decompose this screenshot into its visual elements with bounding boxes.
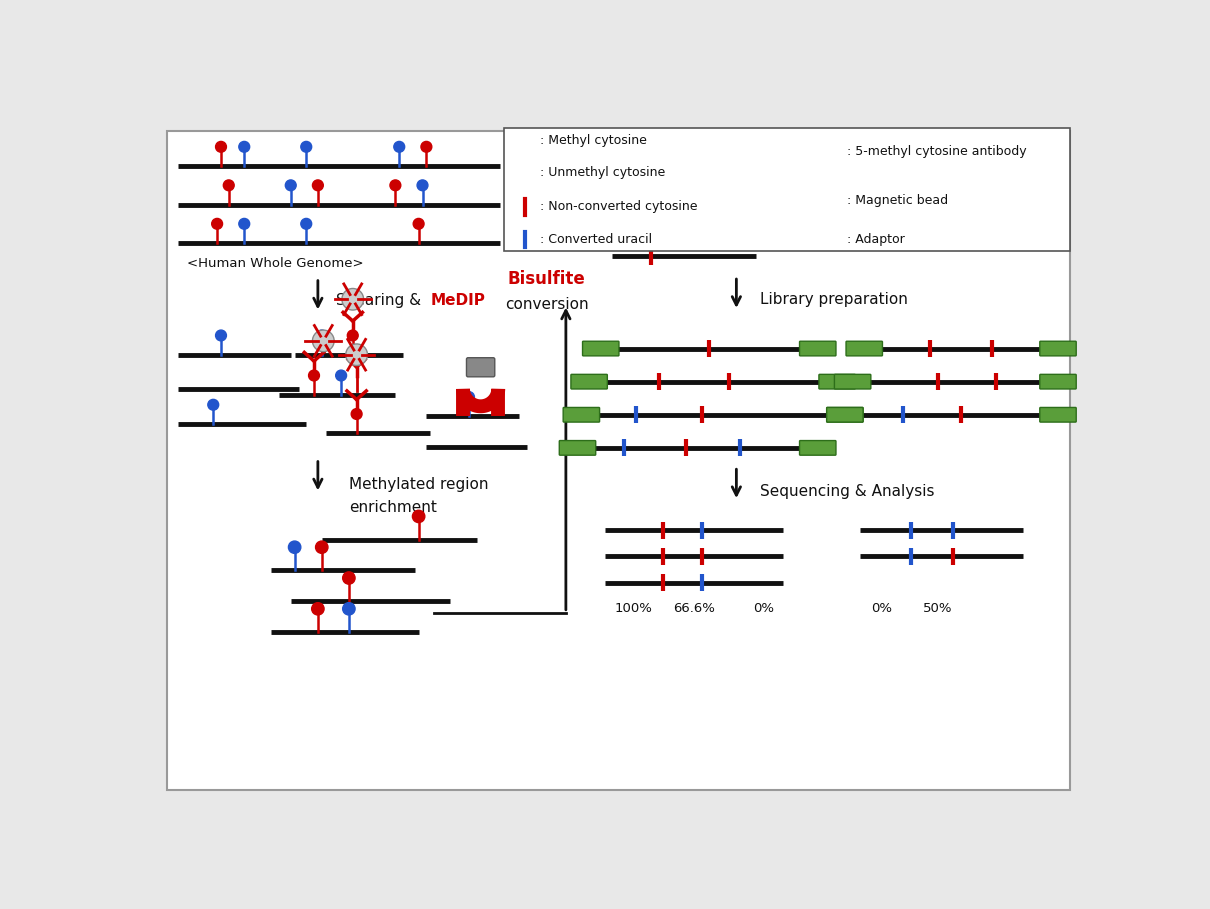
Text: 50%: 50% [923,603,952,615]
Circle shape [351,409,362,419]
Text: Sequencing & Analysis: Sequencing & Analysis [760,484,934,499]
Circle shape [212,218,223,229]
Text: Methylated region: Methylated region [348,476,489,492]
Circle shape [301,218,312,229]
Circle shape [342,288,363,310]
FancyBboxPatch shape [835,375,871,389]
Circle shape [316,541,328,554]
Circle shape [817,192,834,209]
Circle shape [312,603,324,615]
Circle shape [312,180,323,191]
FancyBboxPatch shape [1039,375,1076,389]
FancyBboxPatch shape [1039,341,1076,355]
Text: Library preparation: Library preparation [760,292,908,306]
FancyBboxPatch shape [800,441,836,455]
Circle shape [417,180,428,191]
Text: : Non-converted cytosine: : Non-converted cytosine [541,200,698,214]
Circle shape [208,399,219,410]
Circle shape [342,603,355,615]
Text: Bisulfite: Bisulfite [508,270,586,288]
Text: : Magnetic bead: : Magnetic bead [847,195,949,207]
Circle shape [393,142,404,152]
Circle shape [215,330,226,341]
Circle shape [346,344,368,365]
Circle shape [390,180,401,191]
FancyBboxPatch shape [819,375,855,389]
Circle shape [301,142,312,152]
Circle shape [224,180,235,191]
FancyBboxPatch shape [503,127,1070,251]
Circle shape [520,132,529,141]
Circle shape [520,163,529,172]
Text: : Adaptor: : Adaptor [847,233,905,245]
Circle shape [288,541,301,554]
Circle shape [413,510,425,523]
Circle shape [309,370,319,381]
Circle shape [215,142,226,152]
FancyBboxPatch shape [846,341,882,355]
Circle shape [342,572,355,584]
Circle shape [335,370,346,381]
FancyBboxPatch shape [582,341,620,355]
Text: conversion: conversion [505,297,588,312]
Text: 0%: 0% [753,603,774,615]
Text: : Methyl cytosine: : Methyl cytosine [541,135,647,147]
Circle shape [286,180,296,191]
Text: 66.6%: 66.6% [673,603,715,615]
FancyBboxPatch shape [826,407,863,422]
Text: 0%: 0% [871,603,892,615]
FancyBboxPatch shape [563,407,600,422]
Text: : Converted uracil: : Converted uracil [541,233,652,245]
Text: Shearing &: Shearing & [335,294,426,308]
FancyBboxPatch shape [559,441,595,455]
Text: <Human Whole Genome>: <Human Whole Genome> [186,257,363,270]
Circle shape [312,330,334,352]
FancyBboxPatch shape [800,341,836,355]
Circle shape [316,330,327,341]
Text: : Unmethyl cytosine: : Unmethyl cytosine [541,166,666,179]
Circle shape [421,142,432,152]
Text: 100%: 100% [615,603,652,615]
Circle shape [413,218,423,229]
Circle shape [238,218,249,229]
Circle shape [463,392,474,403]
Text: : 5-methyl cytosine antibody: : 5-methyl cytosine antibody [847,145,1027,158]
FancyBboxPatch shape [826,407,863,422]
FancyBboxPatch shape [571,375,607,389]
Text: MeDIP: MeDIP [431,294,485,308]
FancyBboxPatch shape [1039,407,1076,422]
Circle shape [238,142,249,152]
FancyBboxPatch shape [467,358,495,377]
FancyBboxPatch shape [812,233,839,245]
Circle shape [347,330,358,341]
Text: enrichment: enrichment [348,500,437,514]
FancyBboxPatch shape [167,132,1070,790]
